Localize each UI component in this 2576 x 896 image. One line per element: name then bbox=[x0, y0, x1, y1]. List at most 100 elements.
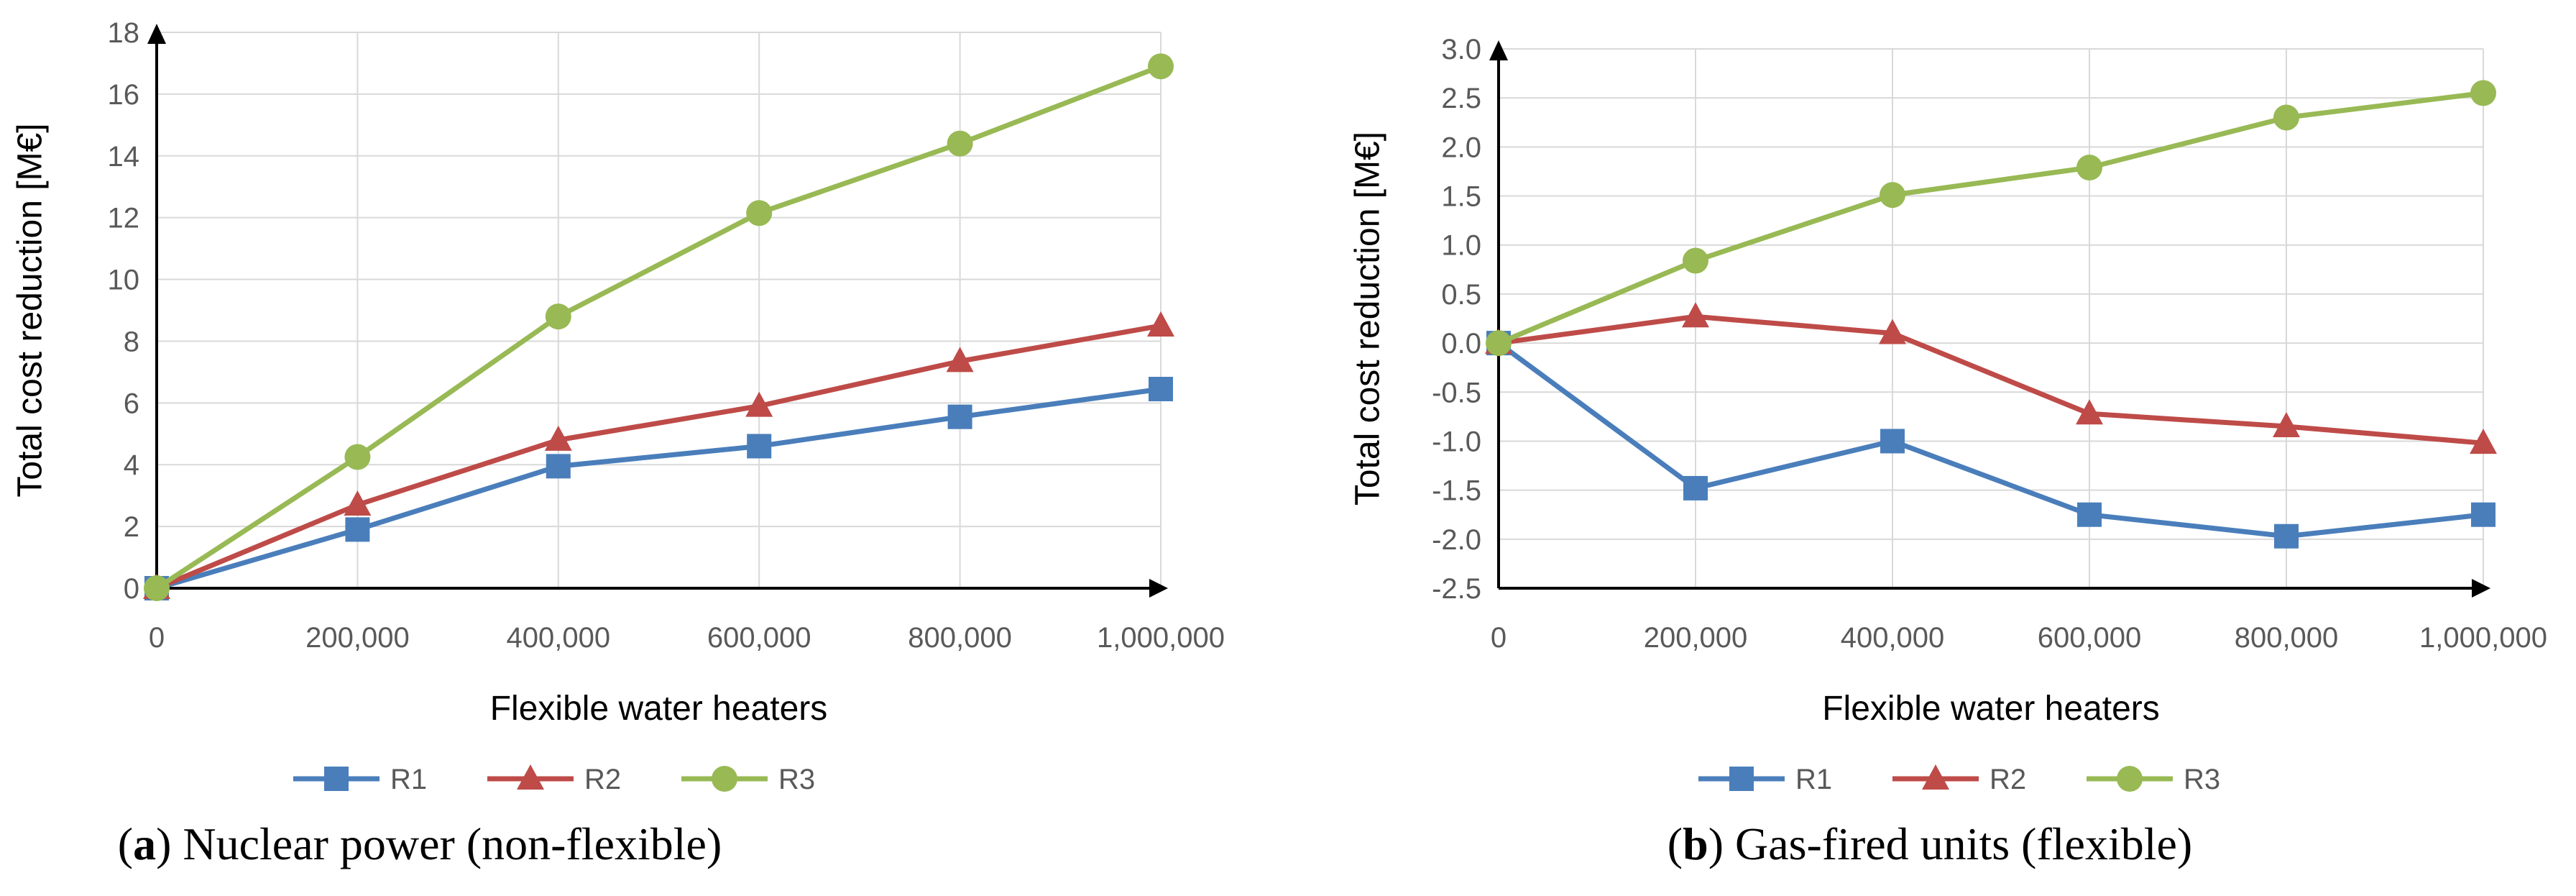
y-tick-label: -0.5 bbox=[1432, 377, 1481, 408]
data-point-r3 bbox=[1148, 53, 1174, 80]
legend-item-r3: R3 bbox=[681, 764, 815, 795]
legend-triangle-icon bbox=[1922, 764, 1949, 790]
y-tick-label: 8 bbox=[124, 326, 139, 357]
data-point-r2 bbox=[544, 425, 572, 451]
data-point-r3 bbox=[344, 444, 371, 470]
y-tick-label: 0.0 bbox=[1441, 328, 1481, 360]
x-tick-label: 400,000 bbox=[1841, 622, 1945, 654]
data-point-r1 bbox=[1149, 377, 1173, 402]
legend-label: R1 bbox=[1795, 764, 1832, 795]
y-tick-label: 18 bbox=[108, 17, 140, 49]
legend-label: R1 bbox=[390, 764, 427, 795]
y-axis-arrow-icon bbox=[147, 24, 166, 44]
data-point-r3 bbox=[1683, 247, 1708, 274]
data-point-r3 bbox=[2076, 155, 2102, 180]
data-point-r2 bbox=[2076, 399, 2103, 425]
y-axis-arrow-icon bbox=[1489, 40, 1508, 60]
y-tick-label: 4 bbox=[124, 449, 139, 481]
legend-square-icon bbox=[324, 767, 349, 791]
y-tick-label: 0 bbox=[124, 573, 139, 605]
legend-item-r2: R2 bbox=[487, 764, 621, 795]
legend-item-r1: R1 bbox=[1698, 764, 1832, 795]
caption-b-text: Gas-fired units (flexible) bbox=[1724, 818, 2192, 869]
legend-label: R3 bbox=[2184, 764, 2220, 795]
x-tick-label: 1,000,000 bbox=[1097, 622, 1225, 654]
caption-b-letter: b bbox=[1683, 818, 1708, 869]
legend-label: R3 bbox=[778, 764, 815, 795]
data-point-r2 bbox=[1147, 311, 1174, 337]
x-tick-label: 800,000 bbox=[2235, 622, 2339, 654]
y-tick-label: 10 bbox=[108, 265, 140, 296]
data-point-r2 bbox=[2273, 412, 2300, 437]
x-tick-label: 200,000 bbox=[305, 622, 410, 654]
data-point-r1 bbox=[2274, 524, 2299, 549]
y-tick-label: -2.5 bbox=[1432, 573, 1481, 605]
data-point-r1 bbox=[345, 517, 370, 542]
y-tick-label: -1.0 bbox=[1432, 426, 1481, 457]
y-tick-label: 1.0 bbox=[1441, 230, 1481, 262]
x-tick-label: 400,000 bbox=[507, 622, 611, 654]
caption-b: (b) Gas-fired units (flexible) bbox=[1668, 818, 2192, 869]
legend-item-r3: R3 bbox=[2087, 764, 2220, 795]
y-tick-label: 14 bbox=[108, 141, 140, 173]
series-line-r1 bbox=[156, 386, 1162, 591]
data-point-r3 bbox=[545, 303, 571, 330]
data-point-r1 bbox=[947, 404, 972, 429]
data-point-r2 bbox=[1682, 302, 1709, 328]
x-axis-title: Flexible water heaters bbox=[1822, 690, 2160, 728]
y-tick-label: 3.0 bbox=[1441, 34, 1481, 65]
x-axis-arrow-icon bbox=[2472, 579, 2490, 598]
data-point-r2 bbox=[1879, 319, 1906, 344]
data-point-r1 bbox=[2077, 502, 2102, 527]
data-point-r3 bbox=[2470, 80, 2496, 106]
y-tick-label: -2.0 bbox=[1432, 524, 1481, 556]
x-tick-label: 600,000 bbox=[707, 622, 811, 654]
legend-item-r2: R2 bbox=[1892, 764, 2026, 795]
data-point-r3 bbox=[746, 200, 773, 227]
data-point-r3 bbox=[1486, 330, 1512, 357]
data-point-r3 bbox=[1880, 182, 1905, 209]
data-point-r3 bbox=[144, 575, 170, 601]
data-point-r2 bbox=[2470, 429, 2497, 454]
y-tick-label: -1.5 bbox=[1432, 475, 1481, 507]
legend-circle-icon bbox=[712, 766, 737, 792]
data-point-r2 bbox=[344, 490, 372, 516]
panel-b-chart: 3.0 2.5 2.0 1.5 1.0 0.5 0.0 -0.5 -1.0 -1.5 -2.0 -2.… bbox=[1349, 34, 2547, 795]
caption-a: (a) Nuclear power (non-flexible) bbox=[118, 818, 722, 869]
x-axis-arrow-icon bbox=[1149, 579, 1168, 598]
data-point-r2 bbox=[946, 347, 974, 372]
x-axis-title: Flexible water heaters bbox=[490, 690, 828, 728]
data-point-r3 bbox=[947, 130, 973, 157]
series-line-r1 bbox=[1496, 341, 2484, 539]
data-point-r1 bbox=[546, 454, 571, 479]
y-tick-label: 16 bbox=[108, 79, 140, 111]
y-axis-title: Total cost reduction [M€] bbox=[1349, 132, 1387, 506]
data-point-r3 bbox=[2273, 104, 2299, 131]
data-point-r2 bbox=[745, 391, 773, 417]
data-point-r1 bbox=[1683, 475, 1708, 500]
y-tick-label: 2.0 bbox=[1441, 132, 1481, 163]
data-point-r1 bbox=[2471, 502, 2496, 527]
caption-a-letter: a bbox=[133, 818, 156, 869]
data-point-r1 bbox=[747, 434, 772, 459]
y-tick-label: 12 bbox=[108, 203, 140, 234]
legend-square-icon bbox=[1729, 767, 1754, 791]
y-tick-label: 2.5 bbox=[1441, 83, 1481, 114]
legend-label: R2 bbox=[584, 764, 621, 795]
caption-a-text: Nuclear power (non-flexible) bbox=[171, 818, 722, 869]
series-line-r2 bbox=[155, 323, 1162, 591]
x-tick-label: 0 bbox=[1491, 622, 1506, 654]
y-tick-label: 2 bbox=[124, 511, 139, 543]
x-tick-label: 600,000 bbox=[2038, 622, 2142, 654]
y-tick-label: 0.5 bbox=[1441, 279, 1481, 311]
legend-label: R2 bbox=[1990, 764, 2026, 795]
legend-triangle-icon bbox=[517, 764, 544, 790]
panel-a-chart: 0 2 4 6 8 10 12 14 16 18 0 200,000 400,000 600,000 800… bbox=[12, 17, 1225, 795]
x-tick-label: 200,000 bbox=[1644, 622, 1748, 654]
x-tick-label: 1,000,000 bbox=[2419, 622, 2547, 654]
y-tick-label: 6 bbox=[124, 388, 139, 419]
x-tick-label: 800,000 bbox=[908, 622, 1012, 654]
legend-circle-icon bbox=[2117, 766, 2143, 792]
y-axis-title: Total cost reduction [M€] bbox=[12, 123, 50, 497]
